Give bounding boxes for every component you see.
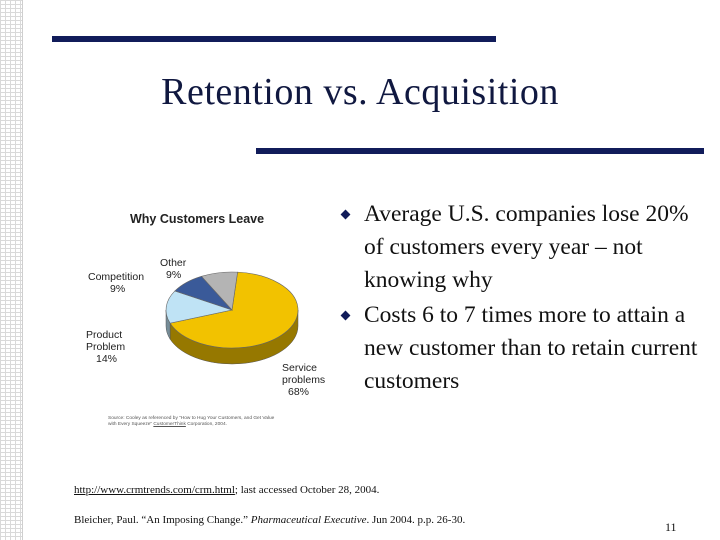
bullet-text: Average U.S. companies lose 20% of custo… [364, 201, 689, 293]
bullet-item: Costs 6 to 7 times more to attain a new … [340, 299, 710, 398]
pie-slice-service-problems [169, 271, 299, 349]
label-service: Service problems 68% [282, 362, 325, 398]
label-competition-name: Competition [88, 271, 145, 283]
chart-source-text-2a: with Every Squeeze” [108, 422, 152, 427]
bullet-item: Average U.S. companies lose 20% of custo… [340, 198, 710, 297]
bullet-list: Average U.S. companies lose 20% of custo… [340, 198, 710, 400]
bullet-text: Costs 6 to 7 times more to attain a new … [364, 302, 698, 394]
label-service-name-2: problems [282, 374, 326, 386]
reference-link[interactable]: http://www.crmtrends.com/crm.html [74, 484, 235, 496]
decorative-stripe [0, 0, 23, 540]
chart-source-line-1: Source: Cooley as referenced by “How to … [108, 416, 275, 421]
chart-title: Why Customers Leave [130, 212, 265, 226]
label-other: Other 9% [160, 257, 186, 281]
label-other-name: Other [160, 257, 187, 269]
chart-source-text-2b: Corporation, 2004. [185, 422, 227, 427]
chart-source: Source: Cooley as referenced by “How to … [108, 416, 328, 428]
reference-2-pre: Bleicher, Paul. “An Imposing Change.” [74, 514, 251, 526]
reference-2-post: . Jun 2004. p.p. 26-30. [366, 514, 466, 526]
label-service-value: 68% [288, 386, 310, 398]
pie-chart-svg [165, 271, 299, 365]
label-other-value: 9% [166, 269, 182, 281]
reference-2: Bleicher, Paul. “An Imposing Change.” Ph… [74, 514, 465, 526]
diamond-bullet-icon [340, 310, 351, 321]
chart-source-line-2: with Every Squeeze” CustomerThink Corpor… [108, 422, 328, 428]
label-service-name-1: Service [282, 362, 318, 374]
reference-1-rest: ; last accessed October 28, 2004. [234, 484, 380, 496]
page-number: 11 [665, 520, 677, 534]
label-product-value: 14% [96, 353, 118, 365]
label-product-name-1: Product [86, 329, 123, 341]
label-product-name-2: Problem [86, 341, 126, 353]
label-product: Product Problem 14% [86, 329, 125, 365]
chart-source-link[interactable]: CustomerThink [153, 422, 186, 427]
diamond-bullet-icon [340, 209, 351, 220]
reference-1: http://www.crmtrends.com/crm.html; last … [74, 484, 379, 496]
slide-title: Retention vs. Acquisition [161, 71, 559, 113]
title-rule-bottom [256, 148, 704, 154]
pie-slice-product-problem [165, 290, 234, 324]
pie-slice-other [200, 271, 238, 311]
title-rule-top [52, 36, 496, 42]
label-competition: Competition 9% [88, 271, 144, 295]
pie-chart: Why Customers Leave Other 9% Competition… [84, 198, 325, 436]
label-competition-value: 9% [110, 283, 126, 295]
reference-2-journal: Pharmaceutical Executive [250, 514, 367, 526]
